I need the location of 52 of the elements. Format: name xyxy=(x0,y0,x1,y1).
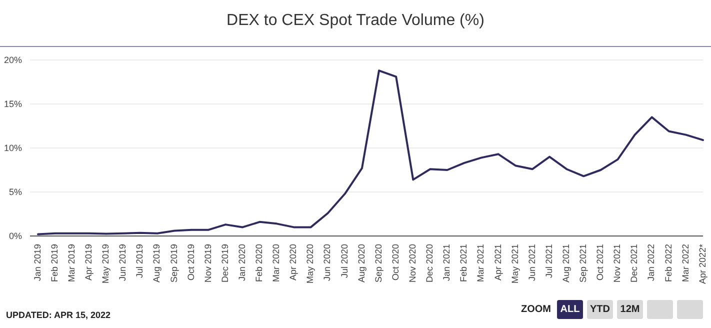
x-tick-label: Jan 2020 xyxy=(237,244,248,282)
y-tick-label: 10% xyxy=(4,143,22,154)
x-tick-label: Mar 2019 xyxy=(66,244,76,282)
x-tick-label: Aug 2019 xyxy=(152,244,162,283)
text: 12M xyxy=(617,300,643,319)
x-tick-label: Mar 2022 xyxy=(680,244,690,282)
x-tick-label: Oct 2019 xyxy=(186,244,196,281)
text: ZOOM xyxy=(521,304,551,315)
x-tick-label: Feb 2020 xyxy=(254,244,264,282)
x-tick-label: Apr 2019 xyxy=(84,244,94,281)
x-tick-label: Apr 2020 xyxy=(288,244,298,281)
x-tick-label: Sep 2020 xyxy=(373,244,384,283)
x-tick-label: Jun 2021 xyxy=(526,244,537,282)
x-tick-label: Feb 2022 xyxy=(663,244,674,282)
y-tick-label: 0% xyxy=(8,231,22,242)
x-tick-label: Jun 2019 xyxy=(118,244,128,282)
text: UPDATED: APR 15, 2022 xyxy=(6,310,111,320)
x-tick-label: Sep 2021 xyxy=(578,244,588,283)
x-tick-label: Apr 2022* xyxy=(697,244,708,284)
x-tick-label: Apr 2021 xyxy=(492,244,503,281)
x-tick-label: Feb 2021 xyxy=(458,244,469,282)
x-tick-label: May 2021 xyxy=(510,244,520,284)
line-series xyxy=(37,70,704,236)
x-tick-label: Sep 2019 xyxy=(168,244,179,283)
x-tick-label: Nov 2021 xyxy=(612,244,622,283)
x-tick-label: Jan 2021 xyxy=(442,244,452,282)
y-tick-label: 20% xyxy=(4,55,22,66)
x-tick-label: Jan 2019 xyxy=(32,244,42,282)
x-tick-label: Aug 2020 xyxy=(356,244,366,283)
x-tick-label: Dec 2020 xyxy=(424,244,435,283)
x-tick-label: Nov 2019 xyxy=(202,244,213,283)
x-tick-label: Jul 2021 xyxy=(544,244,554,278)
x-tick-label: Mar 2020 xyxy=(271,244,282,282)
x-tick-label: May 2020 xyxy=(305,244,316,284)
x-tick-label: Mar 2021 xyxy=(476,244,486,282)
x-tick-label: Nov 2020 xyxy=(408,244,418,283)
x-tick-label: Oct 2020 xyxy=(390,244,400,281)
x-tick-label: Oct 2021 xyxy=(595,244,606,281)
x-tick-label: Jul 2020 xyxy=(339,244,350,278)
x-tick-label: Aug 2021 xyxy=(560,244,571,283)
y-tick-label: 5% xyxy=(8,187,22,198)
x-tick-label: May 2019 xyxy=(100,244,111,284)
text: ALL xyxy=(557,300,583,319)
y-tick-label: 15% xyxy=(4,99,22,110)
x-tick-label: Jul 2019 xyxy=(134,244,145,278)
text: YTD xyxy=(587,300,613,319)
x-tick-label: Feb 2019 xyxy=(49,244,60,282)
x-tick-label: Dec 2021 xyxy=(629,244,640,283)
x-tick-label: Jun 2020 xyxy=(322,244,332,282)
x-tick-label: Dec 2019 xyxy=(220,244,230,283)
x-tick-label: Jan 2022 xyxy=(646,244,656,282)
chart-title: DEX to CEX Spot Trade Volume (%) xyxy=(226,12,486,30)
